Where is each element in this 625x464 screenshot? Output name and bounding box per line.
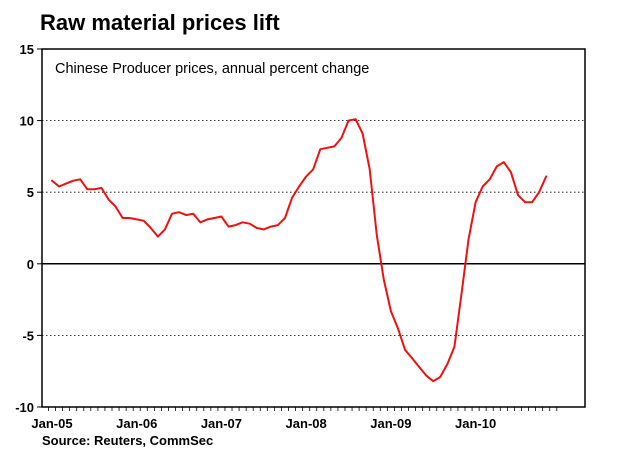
chart-title: Raw material prices lift <box>40 10 280 35</box>
y-tick-label: -5 <box>22 328 34 343</box>
x-tick-label: Jan-06 <box>116 416 157 431</box>
x-tick-label: Jan-07 <box>201 416 242 431</box>
y-tick-label: 10 <box>20 114 34 129</box>
y-tick-label: 0 <box>27 257 34 272</box>
y-tick-label: 15 <box>20 42 34 57</box>
grid-lines <box>42 120 585 336</box>
axis-ticks <box>37 48 558 411</box>
chart-subtitle: Chinese Producer prices, annual percent … <box>55 61 369 77</box>
series-layer <box>51 118 548 383</box>
x-tick-label: Jan-09 <box>370 416 411 431</box>
x-tick-label: Jan-05 <box>31 416 72 431</box>
plot-frame <box>41 48 586 408</box>
y-tick-label: 5 <box>27 185 34 200</box>
x-tick-label: Jan-10 <box>455 416 496 431</box>
x-tick-label: Jan-08 <box>286 416 327 431</box>
chart-source: Source: Reuters, CommSec <box>42 433 214 448</box>
series-line <box>51 118 548 383</box>
y-tick-label: -10 <box>15 400 34 415</box>
